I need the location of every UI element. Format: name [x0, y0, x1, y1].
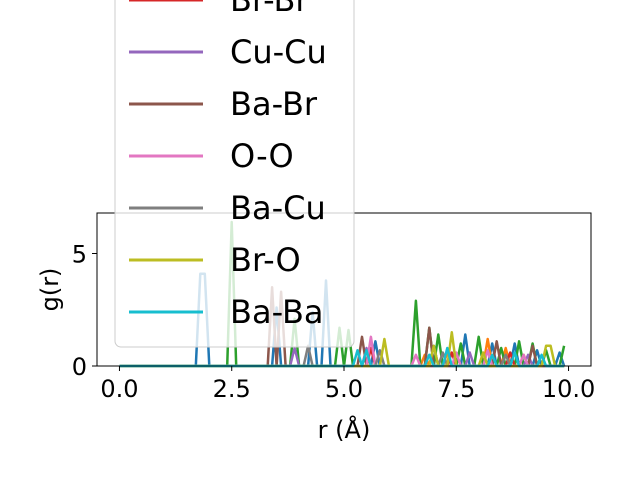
- x-tick-label: 5.0: [325, 375, 363, 403]
- y-axis-label: g(r): [36, 268, 64, 312]
- legend-label-o-o: O-O: [230, 137, 294, 175]
- legend-label-ba-cu: Ba-Cu: [230, 189, 326, 227]
- x-tick-label: 0.0: [100, 375, 138, 403]
- legend-label-br-br: Br-Br: [230, 0, 309, 19]
- legend-label-br-o: Br-O: [230, 241, 301, 279]
- legend-label-cu-cu: Cu-Cu: [230, 33, 327, 71]
- x-tick-label: 2.5: [213, 375, 251, 403]
- x-axis-label: r (Å): [318, 415, 371, 444]
- axis-ticks: 0.0 2.5 5.0 7.5 10.0 0 5: [72, 241, 596, 404]
- legend-label-ba-br: Ba-Br: [230, 85, 318, 123]
- x-tick-label: 10.0: [542, 375, 595, 403]
- y-tick-label: 5: [72, 241, 87, 269]
- legend-label-ba-ba: Ba-Ba: [230, 293, 324, 331]
- x-tick-label: 7.5: [437, 375, 475, 403]
- y-tick-label: 0: [72, 353, 87, 381]
- legend: Br-Br Cu-Cu Ba-Br O-O Ba-Cu Br-O Ba-Ba: [114, 0, 355, 348]
